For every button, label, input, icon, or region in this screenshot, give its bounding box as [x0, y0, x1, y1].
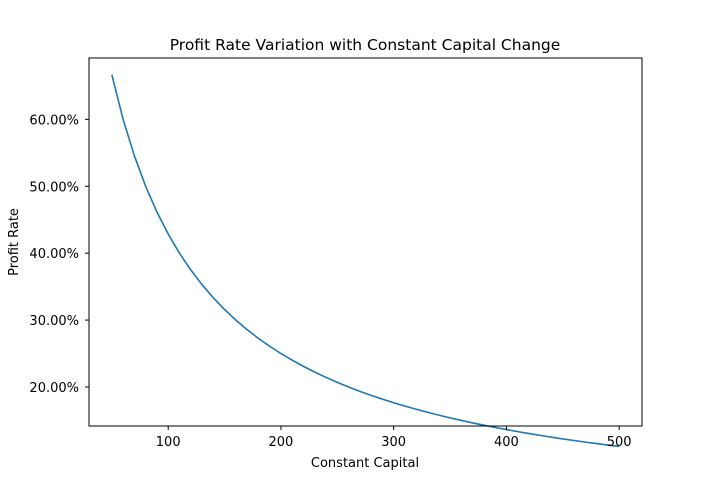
x-axis-label: Constant Capital — [311, 456, 419, 471]
y-axis-label: Profit Rate — [7, 208, 22, 276]
plot-area — [111, 74, 620, 448]
x-tick-label: 400 — [494, 435, 519, 450]
x-tick-label: 100 — [156, 435, 181, 450]
plot-frame — [88, 57, 643, 427]
series-line-0 — [111, 74, 620, 448]
y-tick-label: 50.00% — [29, 180, 79, 195]
y-tick-label: 20.00% — [29, 381, 79, 396]
y-axis-ticks: 20.00% 30.00% 40.00% 50.00% 60.00% — [29, 113, 89, 396]
y-tick-label: 40.00% — [29, 247, 79, 262]
x-tick-label: 500 — [607, 435, 632, 450]
x-axis-ticks: 100 200 300 400 500 — [156, 426, 632, 450]
y-tick-label: 30.00% — [29, 314, 79, 329]
x-tick-label: 300 — [381, 435, 406, 450]
y-tick-label: 60.00% — [29, 113, 79, 128]
x-tick-label: 200 — [269, 435, 294, 450]
chart-title: Profit Rate Variation with Constant Capi… — [170, 36, 561, 54]
